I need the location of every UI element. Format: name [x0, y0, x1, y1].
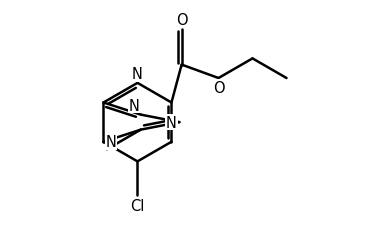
- Text: O: O: [213, 81, 224, 96]
- Text: N: N: [132, 67, 143, 81]
- Text: N: N: [106, 135, 117, 150]
- Text: Cl: Cl: [130, 198, 145, 213]
- Text: O: O: [176, 13, 188, 28]
- Text: N: N: [128, 98, 139, 113]
- Text: N: N: [166, 115, 177, 130]
